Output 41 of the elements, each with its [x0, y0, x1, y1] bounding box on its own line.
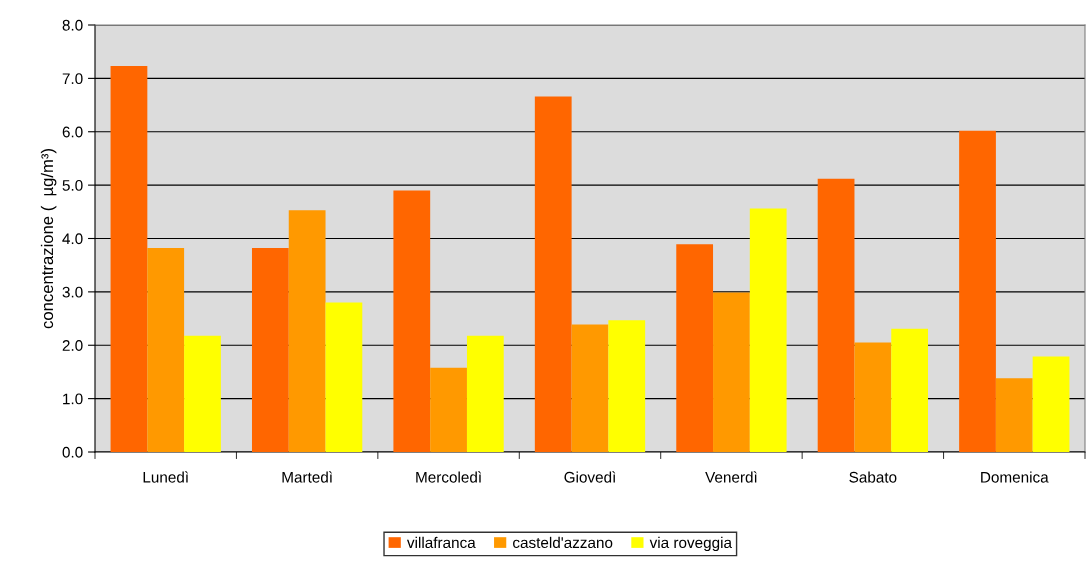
bar: [854, 342, 892, 452]
y-tick-label: 0.0: [62, 446, 83, 458]
y-tick-label: 3.0: [62, 286, 83, 298]
y-tick-label: 6.0: [62, 126, 83, 138]
bar: [676, 244, 714, 452]
bar: [608, 320, 646, 452]
y-tick-label: 1.0: [63, 393, 83, 405]
x-tick-label: Venerdì: [705, 471, 757, 483]
x-tick-label: Mercoledì: [416, 471, 482, 483]
x-tick-label: Lunedì: [143, 471, 189, 483]
bar: [571, 324, 609, 452]
bar: [749, 208, 787, 452]
bar: [959, 130, 996, 452]
bar: [288, 210, 326, 452]
bar: [325, 302, 363, 452]
bar: [393, 190, 431, 452]
bar: [995, 378, 1033, 452]
legend-label: villafranca: [406, 536, 476, 549]
y-tick-label: 5.0: [62, 179, 83, 191]
bar: [1032, 356, 1070, 452]
y-tick-label: 8.0: [62, 19, 83, 31]
bar: [534, 96, 572, 452]
bar: [891, 328, 929, 452]
x-tick-label: Martedì: [282, 471, 333, 483]
bar: [466, 335, 504, 452]
x-tick-label: Domenica: [981, 471, 1049, 483]
y-tick-label: 4.0: [62, 233, 83, 245]
bar: [430, 367, 467, 452]
bar: [184, 335, 221, 452]
bar: [251, 248, 289, 452]
y-tick-label: 7.0: [62, 73, 83, 85]
bar: [713, 292, 750, 452]
legend-label: via roveggia: [649, 536, 732, 552]
bar: [817, 178, 855, 452]
y-axis-title: concentrazione ( µg/m³): [40, 149, 57, 329]
x-tick-label: Sabato: [849, 471, 897, 483]
legend-label: casteld'azzano: [513, 536, 613, 549]
x-tick-label: Giovedì: [564, 471, 616, 483]
bar: [110, 66, 148, 452]
y-tick-label: 2.0: [62, 340, 83, 351]
bar: [147, 248, 185, 452]
